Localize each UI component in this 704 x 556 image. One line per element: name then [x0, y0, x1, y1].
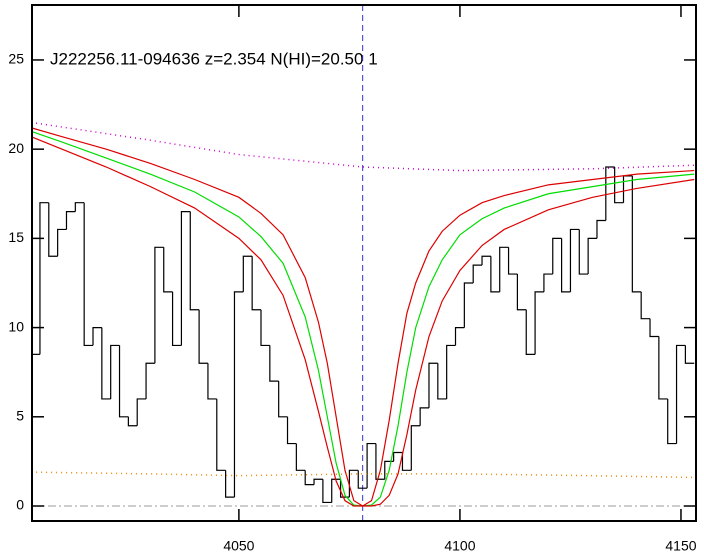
dotted-curve	[31, 121, 695, 172]
spectrum-bin	[110, 344, 120, 399]
spectrum-bin	[118, 345, 129, 418]
spectrum-bin	[516, 274, 527, 311]
spectrum-bin	[74, 202, 85, 212]
spectrum-bin	[322, 479, 332, 504]
spectrum-bin	[57, 228, 67, 257]
spectrum-bin	[207, 363, 217, 400]
y-tick-label: 15	[8, 229, 24, 245]
spectrum-bin	[189, 211, 200, 311]
spectrum-bin	[278, 381, 288, 418]
model-curve	[30, 136, 695, 507]
y-tick-label: 0	[16, 497, 24, 513]
spectrum-bin	[428, 362, 438, 408]
spectrum-bin	[684, 345, 695, 364]
spectrum-bin	[534, 291, 544, 355]
y-tick-label: 5	[16, 408, 24, 424]
spectrum-bin	[481, 255, 491, 266]
spectrum-bin	[295, 443, 306, 471]
spectrum-bin	[375, 443, 385, 480]
spectrum-bin	[269, 345, 279, 382]
spectrum-bin	[163, 247, 173, 293]
x-tick-label: 4150	[665, 538, 696, 554]
spectrum-bin	[136, 398, 147, 426]
spectrum-bin	[587, 237, 597, 275]
spectrum-bin	[463, 282, 474, 328]
spectrum-bin	[658, 336, 668, 400]
spectrum-bin	[472, 264, 483, 283]
spectrum-bin	[304, 470, 315, 486]
spectrum-bin	[233, 291, 244, 498]
spectrum-bin	[366, 442, 376, 489]
spectrum-bin	[552, 237, 562, 275]
spectrum-bin	[640, 291, 651, 320]
spectrum-bin	[198, 309, 208, 364]
x-tick-label: 4100	[444, 538, 475, 554]
spectrum-bin	[127, 416, 138, 427]
y-tick-label: 25	[8, 51, 24, 67]
spectrum-bin	[242, 255, 253, 292]
spectrum-bin	[92, 326, 102, 346]
spectrum-bin	[348, 469, 359, 498]
spectrum-bin	[410, 425, 421, 471]
spectrum-bin	[596, 219, 606, 239]
x-tick-label: 4050	[223, 538, 254, 554]
spectrum-bin	[154, 246, 164, 364]
spectrum-bin	[225, 470, 235, 498]
spectrum-bin	[216, 398, 226, 471]
y-tick-label: 20	[8, 140, 24, 156]
spectrum-bin	[561, 238, 571, 293]
spectrum-bin	[251, 256, 261, 311]
spectrum-bin	[507, 247, 518, 275]
spectrum-bin	[543, 273, 553, 292]
spectrum-bin	[569, 228, 580, 292]
y-tick-label: 10	[8, 318, 24, 334]
spectrum-bin	[675, 344, 686, 444]
spectrum-bin	[171, 291, 182, 347]
spectrum-bin	[446, 344, 456, 399]
spectrum-bin	[525, 309, 536, 355]
spectrum-bin	[313, 478, 323, 485]
model-curve	[30, 127, 695, 507]
spectrum-bin	[393, 451, 403, 462]
spectrum-bin	[490, 256, 500, 293]
spectrum-bin	[357, 470, 368, 489]
spectrum-bin	[83, 202, 94, 347]
spectrum-bin	[39, 202, 49, 355]
spectrum-bin	[649, 318, 659, 338]
chart-title: J222256.11-094636 z=2.354 N(HI)=20.50 1	[50, 49, 378, 68]
spectrum-bin	[667, 398, 677, 445]
spectrum-bin	[180, 211, 191, 346]
spectrum-bin	[145, 362, 155, 399]
spectrum-bin	[437, 363, 447, 400]
spectrum-bin	[65, 211, 76, 230]
spectrum-bin	[614, 167, 624, 204]
spectrum-bin	[101, 327, 111, 400]
spectrum-bin	[454, 326, 465, 346]
spectrum-bin	[401, 452, 412, 471]
spectrum-bin	[331, 478, 341, 503]
spectrum-bin	[260, 309, 270, 347]
spectrum-bin	[499, 246, 509, 292]
plot-frame	[31, 4, 697, 522]
spectrum-bin	[286, 416, 297, 445]
spectrum-bin	[605, 166, 615, 221]
spectrum-bin	[48, 202, 58, 257]
spectrum-bin	[631, 175, 642, 293]
spectrum-bin	[419, 407, 429, 426]
spectrum-bin	[578, 229, 589, 275]
